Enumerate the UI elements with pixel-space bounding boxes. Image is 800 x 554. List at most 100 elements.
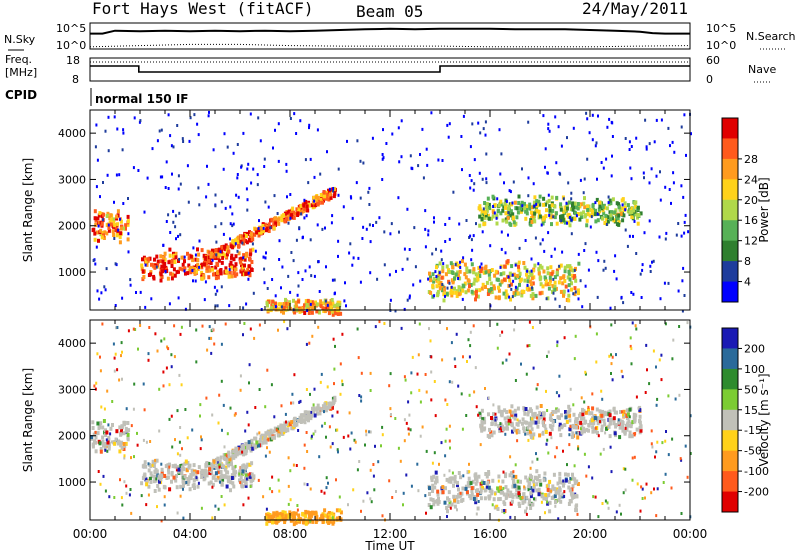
scatter-cell: [573, 357, 576, 361]
scatter-cell: [505, 199, 508, 203]
echo-cell: [614, 208, 618, 213]
scatter-cell: [681, 279, 684, 283]
echo-cell: [472, 494, 476, 499]
scatter-cell: [115, 173, 118, 177]
echo-cell: [483, 211, 487, 215]
echo-cell: [281, 517, 285, 522]
scatter-cell: [237, 195, 240, 199]
scatter-cell: [402, 491, 405, 495]
scatter-cell: [170, 353, 173, 357]
scatter-cell: [604, 431, 607, 435]
echo-cell: [548, 479, 552, 484]
scatter-cell: [421, 127, 424, 131]
echo-cell: [614, 424, 618, 429]
echo-cell: [253, 445, 257, 450]
echo-cell: [494, 295, 498, 300]
echo-cell: [619, 211, 623, 216]
echo-cell: [564, 472, 567, 477]
scatter-cell: [407, 400, 410, 404]
echo-cell: [488, 206, 492, 211]
echo-cell: [104, 433, 108, 437]
scatter-cell: [265, 507, 268, 511]
echo-cell: [558, 486, 562, 491]
scatter-cell: [556, 340, 559, 344]
scatter-cell: [211, 485, 214, 489]
scatter-cell: [207, 114, 210, 118]
echo-cell: [202, 273, 206, 278]
scatter-cell: [534, 236, 537, 240]
scatter-cell: [643, 176, 645, 180]
echo-cell: [637, 213, 641, 217]
echo-cell: [609, 217, 612, 222]
echo-cell: [183, 259, 186, 264]
velocity-cbar-label: Velocity [m s⁻¹]: [757, 373, 771, 466]
colorbar-segment: [722, 281, 738, 303]
scatter-cell: [424, 227, 427, 231]
scatter-cell: [686, 321, 689, 325]
echo-cell: [289, 518, 293, 523]
echo-cell: [441, 485, 445, 490]
scatter-cell: [160, 339, 163, 343]
echo-cell: [485, 208, 489, 213]
echo-cell: [621, 218, 625, 223]
scatter-cell: [527, 120, 530, 124]
scatter-cell: [350, 431, 353, 435]
scatter-cell: [295, 464, 298, 467]
scatter-cell: [105, 438, 108, 442]
echo-cell: [265, 226, 269, 231]
echo-cell: [625, 408, 629, 413]
scatter-cell: [247, 271, 250, 275]
echo-cell: [322, 190, 326, 195]
scatter-cell: [475, 222, 477, 226]
echo-cell: [177, 259, 180, 263]
scatter-cell: [347, 434, 350, 438]
echo-cell: [483, 496, 487, 501]
scatter-cell: [368, 203, 371, 206]
scatter-cell: [667, 281, 670, 285]
echo-cell: [168, 462, 171, 467]
echo-cell: [183, 266, 187, 271]
scatter-cell: [113, 356, 116, 360]
echo-cell: [548, 208, 552, 213]
scatter-cell: [317, 260, 320, 264]
scatter-cell: [303, 466, 306, 470]
echo-cell: [488, 434, 491, 439]
colorbar-segment: [722, 471, 738, 493]
scatter-cell: [465, 414, 468, 417]
echo-cell: [472, 270, 476, 275]
scatter-cell: [118, 378, 121, 382]
echo-cell: [283, 511, 287, 516]
scatter-cell: [285, 169, 288, 173]
echo-cell: [523, 420, 527, 425]
scatter-cell: [654, 455, 656, 459]
echo-cell: [632, 416, 636, 421]
scatter-cell: [546, 500, 549, 504]
scatter-cell: [145, 503, 148, 507]
echo-cell: [533, 475, 537, 480]
echo-cell: [560, 425, 564, 430]
echo-cell: [530, 216, 533, 220]
echo-cell: [215, 461, 219, 465]
scatter-cell: [547, 231, 550, 235]
scatter-cell: [470, 179, 473, 183]
scatter-cell: [147, 352, 150, 356]
echo-cell: [508, 271, 512, 276]
echo-cell: [232, 484, 236, 489]
echo-cell: [520, 200, 524, 205]
echo-cell: [335, 508, 339, 513]
scatter-cell: [484, 387, 486, 390]
scatter-cell: [293, 112, 296, 116]
echo-cell: [232, 455, 236, 460]
scatter-cell: [500, 152, 503, 156]
echo-cell: [212, 459, 216, 464]
echo-cell: [205, 463, 209, 468]
echo-cell: [543, 424, 547, 429]
noise-line-1: [89, 43, 691, 48]
echo-cell: [495, 213, 499, 218]
scatter-cell: [381, 433, 384, 437]
echo-cell: [606, 219, 610, 224]
echo-cell: [115, 233, 119, 238]
scatter-cell: [342, 435, 345, 439]
echo-cell: [327, 311, 331, 316]
colorbar-tick-label: 24: [744, 173, 758, 186]
